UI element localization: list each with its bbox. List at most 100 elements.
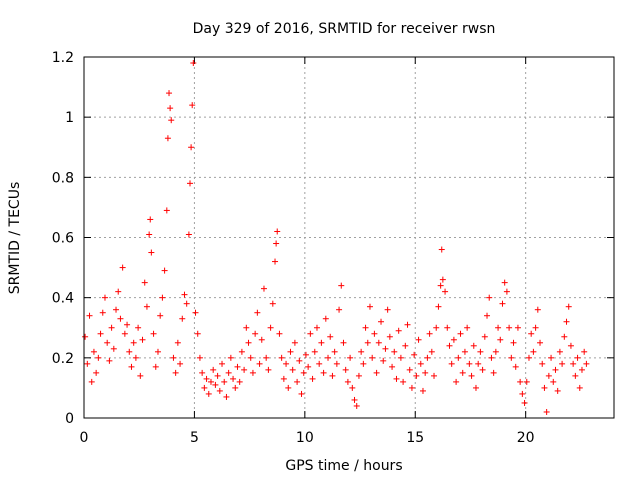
data-point bbox=[300, 369, 307, 376]
y-tick-label: 0 bbox=[65, 411, 74, 427]
x-axis-label: GPS time / hours bbox=[285, 458, 402, 474]
data-point bbox=[230, 375, 237, 382]
data-point bbox=[395, 327, 402, 334]
data-point bbox=[433, 324, 440, 331]
data-point bbox=[318, 339, 325, 346]
data-point bbox=[541, 384, 548, 391]
data-point bbox=[245, 339, 252, 346]
data-point bbox=[572, 372, 579, 379]
data-point bbox=[101, 294, 108, 301]
data-point bbox=[517, 378, 524, 385]
data-point bbox=[249, 369, 256, 376]
data-point bbox=[411, 351, 418, 358]
data-point bbox=[147, 216, 154, 223]
data-point bbox=[164, 135, 171, 142]
data-point bbox=[283, 360, 290, 367]
data-point bbox=[148, 249, 155, 256]
data-point bbox=[488, 354, 495, 361]
x-tick-label: 15 bbox=[406, 430, 424, 446]
data-point bbox=[219, 360, 226, 367]
y-tick-label: 0.4 bbox=[52, 291, 74, 307]
data-point bbox=[117, 315, 124, 322]
data-point bbox=[353, 402, 360, 409]
data-point bbox=[139, 336, 146, 343]
data-point bbox=[166, 90, 173, 97]
data-point bbox=[477, 348, 484, 355]
data-point bbox=[185, 231, 192, 238]
data-point bbox=[232, 384, 239, 391]
data-point bbox=[499, 300, 506, 307]
data-point bbox=[227, 354, 234, 361]
data-point bbox=[86, 312, 93, 319]
data-point bbox=[329, 372, 336, 379]
data-point bbox=[161, 267, 168, 274]
data-point bbox=[543, 408, 550, 415]
data-point bbox=[325, 354, 332, 361]
data-point bbox=[194, 330, 201, 337]
data-point bbox=[470, 342, 477, 349]
data-point bbox=[174, 339, 181, 346]
x-tick-label: 20 bbox=[517, 430, 535, 446]
data-point bbox=[391, 348, 398, 355]
data-point bbox=[252, 330, 259, 337]
data-point bbox=[256, 360, 263, 367]
data-point bbox=[280, 375, 287, 382]
data-point bbox=[371, 330, 378, 337]
data-point bbox=[548, 354, 555, 361]
data-point bbox=[115, 288, 122, 295]
data-point bbox=[397, 354, 404, 361]
data-point bbox=[347, 354, 354, 361]
data-points bbox=[82, 60, 590, 415]
data-point bbox=[539, 360, 546, 367]
data-point bbox=[384, 306, 391, 313]
data-point bbox=[119, 264, 126, 271]
data-point bbox=[468, 372, 475, 379]
data-point bbox=[581, 348, 588, 355]
data-point bbox=[141, 279, 148, 286]
data-point bbox=[521, 399, 528, 406]
y-axis-label: SRMTID / TECUs bbox=[7, 182, 23, 295]
data-point bbox=[415, 336, 422, 343]
data-point bbox=[88, 378, 95, 385]
data-point bbox=[362, 324, 369, 331]
data-point bbox=[404, 321, 411, 328]
data-point bbox=[320, 369, 327, 376]
data-point bbox=[570, 360, 577, 367]
data-point bbox=[274, 228, 281, 235]
data-point bbox=[254, 309, 261, 316]
data-point bbox=[236, 378, 243, 385]
data-point bbox=[82, 333, 89, 340]
data-point bbox=[104, 339, 111, 346]
data-point bbox=[438, 246, 445, 253]
data-point bbox=[188, 144, 195, 151]
data-point bbox=[113, 306, 120, 313]
data-point bbox=[417, 360, 424, 367]
data-point bbox=[124, 321, 131, 328]
data-point bbox=[450, 336, 457, 343]
data-point bbox=[260, 285, 267, 292]
data-point bbox=[559, 360, 566, 367]
data-point bbox=[269, 300, 276, 307]
data-point bbox=[273, 240, 280, 247]
data-point bbox=[183, 300, 190, 307]
data-point bbox=[276, 330, 283, 337]
data-point bbox=[168, 117, 175, 124]
data-point bbox=[238, 348, 245, 355]
data-point bbox=[382, 345, 389, 352]
data-point bbox=[278, 354, 285, 361]
data-point bbox=[360, 360, 367, 367]
data-point bbox=[408, 384, 415, 391]
data-point bbox=[126, 348, 133, 355]
y-tick-label: 0.2 bbox=[52, 351, 74, 367]
data-point bbox=[285, 384, 292, 391]
data-point bbox=[406, 366, 413, 373]
y-tick-label: 1.2 bbox=[52, 50, 74, 66]
data-point bbox=[514, 324, 521, 331]
x-tick-label: 5 bbox=[190, 430, 199, 446]
data-point bbox=[455, 354, 462, 361]
data-point bbox=[428, 348, 435, 355]
data-point bbox=[400, 378, 407, 385]
data-point bbox=[143, 303, 150, 310]
data-point bbox=[497, 336, 504, 343]
